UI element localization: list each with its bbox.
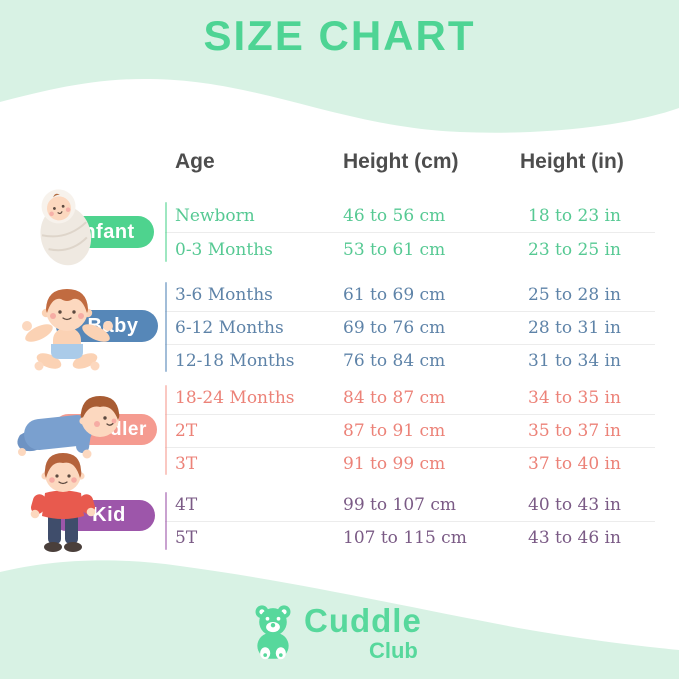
height-cm-cell: 84 to 87 cm	[343, 388, 446, 408]
height-cm-cell: 53 to 61 cm	[343, 239, 446, 260]
table-row: 5T 107 to 115 cm 43 to 46 in	[165, 521, 655, 554]
height-cm-cell: 91 to 99 cm	[343, 454, 446, 474]
table-row: 4T 99 to 107 cm 40 to 43 in	[165, 489, 655, 521]
height-cm-cell: 61 to 69 cm	[343, 285, 446, 305]
height-in-cell: 31 to 34 in	[528, 351, 621, 371]
height-cm-cell: 99 to 107 cm	[343, 495, 456, 515]
size-group-toddler: 18-24 Months 84 to 87 cm 34 to 35 in 2T 87 t…	[165, 382, 655, 478]
height-in-cell: 34 to 35 in	[528, 388, 621, 408]
age-cell: 3-6 Months	[175, 285, 273, 305]
height-cm-cell: 76 to 84 cm	[343, 351, 446, 371]
height-in-cell: 28 to 31 in	[528, 318, 621, 338]
age-cell: Newborn	[175, 205, 255, 226]
brand-logo: Cuddle Club	[250, 602, 422, 664]
standing-kid-icon	[30, 453, 96, 552]
age-cell: 4T	[175, 495, 198, 515]
bottom-wave-background	[0, 560, 679, 679]
age-cell: 5T	[175, 528, 198, 548]
height-cm-cell: 107 to 115 cm	[343, 528, 467, 548]
size-group-baby: 3-6 Months 61 to 69 cm 25 to 28 in 6-12 Mon…	[165, 279, 655, 375]
swaddled-baby-icon	[40, 189, 92, 266]
table-row: 6-12 Months 69 to 76 cm 28 to 31 in	[165, 311, 655, 344]
size-table: Newborn 46 to 56 cm 18 to 23 in 0-3 Months 5…	[165, 0, 655, 679]
height-in-cell: 18 to 23 in	[528, 205, 621, 226]
table-row: 0-3 Months 53 to 61 cm 23 to 25 in	[165, 232, 655, 266]
height-cm-cell: 69 to 76 cm	[343, 318, 446, 338]
height-in-cell: 23 to 25 in	[528, 239, 621, 260]
page-title: SIZE CHART	[203, 12, 476, 59]
height-in-cell: 37 to 40 in	[528, 454, 621, 474]
group-accent-line	[165, 282, 167, 372]
age-cell: 2T	[175, 421, 198, 441]
age-cell: 0-3 Months	[175, 239, 273, 260]
group-accent-line	[165, 492, 167, 550]
height-cm-cell: 87 to 91 cm	[343, 421, 446, 441]
size-group-infant: Newborn 46 to 56 cm 18 to 23 in 0-3 Months 5…	[165, 199, 655, 265]
column-header-height-in: Height (in)	[520, 150, 624, 173]
size-group-kid: 4T 99 to 107 cm 40 to 43 in 5T 107 to 115 cm…	[165, 489, 655, 553]
teddy-bear-icon	[255, 605, 291, 660]
group-accent-line	[165, 385, 167, 475]
brand-subname: Club	[368, 638, 418, 663]
column-header-age: Age	[175, 150, 215, 173]
table-row: Newborn 46 to 56 cm 18 to 23 in	[165, 199, 655, 232]
table-row: 2T 87 to 91 cm 35 to 37 in	[165, 414, 655, 447]
age-cell: 3T	[175, 454, 198, 474]
height-cm-cell: 46 to 56 cm	[343, 205, 446, 226]
height-in-cell: 40 to 43 in	[528, 495, 621, 515]
group-accent-line	[165, 202, 167, 262]
brand-name: Cuddle	[304, 602, 422, 639]
age-cell: 12-18 Months	[175, 351, 295, 371]
height-in-cell: 43 to 46 in	[528, 528, 621, 548]
table-row: 3T 91 to 99 cm 37 to 40 in	[165, 447, 655, 480]
column-header-height-cm: Height (cm)	[343, 150, 459, 173]
sitting-baby-icon	[22, 289, 113, 371]
age-cell: 18-24 Months	[175, 388, 295, 408]
crawling-toddler-icon	[17, 396, 120, 459]
table-row: 3-6 Months 61 to 69 cm 25 to 28 in	[165, 279, 655, 311]
table-row: 12-18 Months 76 to 84 cm 31 to 34 in	[165, 344, 655, 377]
height-in-cell: 25 to 28 in	[528, 285, 621, 305]
age-cell: 6-12 Months	[175, 318, 284, 338]
height-in-cell: 35 to 37 in	[528, 421, 621, 441]
top-wave-background	[0, 0, 679, 133]
table-row: 18-24 Months 84 to 87 cm 34 to 35 in	[165, 382, 655, 414]
